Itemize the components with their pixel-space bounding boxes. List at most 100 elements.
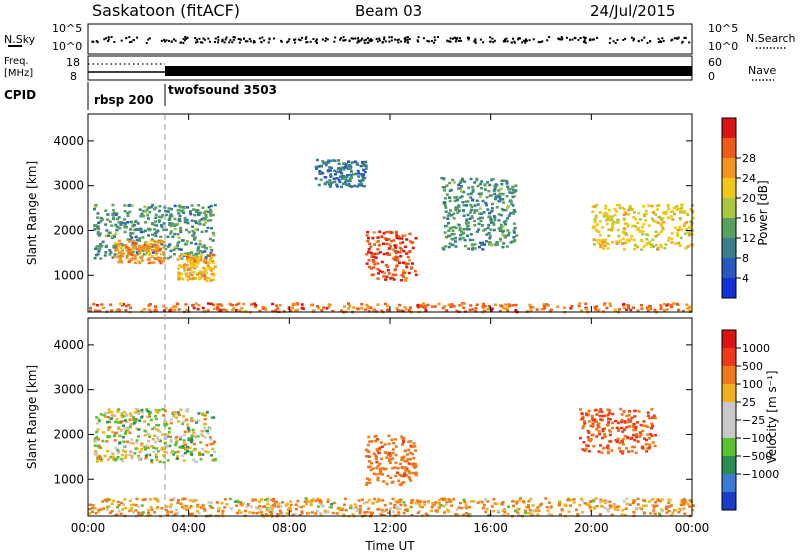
power-cell-1805 — [209, 302, 213, 306]
nsky-point-173 — [136, 36, 139, 39]
power-swatch-7 — [722, 258, 736, 279]
power-cell-296 — [192, 231, 196, 235]
velocity-cell-1325 — [383, 504, 387, 507]
velocity-cell-857 — [524, 505, 528, 509]
velocity-cell-368 — [120, 412, 124, 415]
velocity-cell-1072 — [516, 511, 520, 514]
power-cell-278 — [164, 213, 168, 217]
ytick-label-2: 3000 — [53, 383, 84, 397]
power-cell-1751 — [481, 305, 485, 308]
velocity-cell-1044 — [267, 507, 271, 511]
power-cell-1110 — [447, 245, 451, 249]
power-cell-233 — [98, 232, 102, 235]
power-cell-955 — [403, 234, 407, 237]
power-cell-648 — [205, 279, 209, 283]
power-cell-842 — [394, 273, 398, 277]
velocity-cell-590 — [579, 408, 582, 411]
velocity-cell-1145 — [515, 508, 519, 511]
velocity-heatmap — [88, 407, 695, 518]
power-cell-1098 — [465, 204, 469, 207]
velocity-cell-1270 — [191, 512, 194, 516]
power-cell-1577 — [602, 213, 606, 216]
power-cell-950 — [393, 244, 397, 247]
velocity-cell-738 — [601, 414, 605, 418]
power-cell-1014 — [469, 208, 473, 212]
power-cell-1391 — [659, 216, 663, 220]
power-cell-599 — [180, 272, 184, 276]
power-cell-1564 — [592, 238, 596, 241]
velocity-cell-940 — [243, 509, 247, 513]
nsky-point-50 — [519, 37, 521, 40]
velocity-cell-9 — [181, 422, 185, 426]
power-cell-1583 — [686, 230, 690, 234]
velocity-cell-787 — [358, 511, 362, 515]
power-cell-496 — [147, 249, 151, 252]
velocity-cell-803 — [547, 512, 551, 516]
velocity-cell-1078 — [106, 497, 110, 501]
nsky-point-208 — [182, 38, 185, 40]
power-cell-1253 — [506, 206, 510, 209]
velocity-cell-1294 — [670, 513, 674, 517]
nsky-point-109 — [184, 36, 187, 38]
power-cell-612 — [184, 272, 188, 275]
velocity-cell-212 — [197, 412, 201, 415]
velocity-cell-2 — [129, 414, 133, 417]
power-cell-1916 — [450, 303, 454, 306]
power-cell-1875 — [222, 308, 226, 311]
velocity-cell-1067 — [557, 504, 561, 507]
power-cell-1821 — [356, 307, 360, 310]
power-cell-28 — [108, 220, 112, 223]
power-cell-750 — [348, 177, 352, 180]
velocity-cell-382 — [115, 457, 119, 461]
velocity-cell-489 — [414, 473, 418, 477]
velocity-cell-218 — [93, 444, 97, 447]
power-cell-1584 — [638, 218, 642, 221]
velocity-cell-225 — [103, 454, 107, 458]
power-cell-463 — [162, 246, 166, 249]
power-cell-708 — [345, 183, 349, 187]
nsky-point-138 — [633, 37, 635, 40]
velocity-cell-647 — [611, 426, 614, 430]
power-cell-858 — [406, 262, 410, 265]
nsky-point-240 — [433, 41, 435, 44]
power-cell-859 — [408, 240, 412, 243]
velocity-cell-314 — [182, 442, 186, 445]
nsky-point-116 — [249, 40, 252, 43]
power-cell-1592 — [679, 211, 682, 214]
nsky-point-128 — [637, 40, 640, 43]
velocity-cell-1292 — [439, 504, 443, 507]
power-cell-983 — [448, 242, 452, 245]
velocity-cell-1304 — [652, 504, 656, 508]
nsky-point-18 — [466, 36, 469, 39]
power-cell-18 — [169, 249, 173, 253]
freq-tick-bottom: 8 — [70, 70, 77, 83]
velocity-cell-951 — [128, 509, 132, 513]
velocity-cell-538 — [366, 443, 370, 447]
power-cell-1299 — [492, 223, 496, 226]
velocity-cell-394 — [205, 411, 209, 414]
nsky-point-4 — [677, 36, 680, 39]
power-cell-821 — [357, 172, 361, 175]
velocity-cell-430 — [405, 459, 409, 463]
nsky-point-101 — [165, 39, 168, 42]
nsky-point-246 — [434, 39, 437, 42]
power-cell-1866 — [396, 309, 400, 312]
power-cell-619 — [190, 256, 193, 260]
power-cell-1065 — [471, 238, 475, 242]
power-cell-758 — [326, 169, 330, 172]
power-cell-1817 — [95, 304, 99, 307]
velocity-cell-448 — [400, 474, 404, 477]
nsky-point-271 — [268, 38, 271, 41]
velocity-cell-933 — [379, 513, 383, 516]
nsky-point-276 — [301, 36, 304, 39]
power-cell-1761 — [300, 303, 304, 306]
velocity-cell-1062 — [276, 513, 280, 516]
power-cell-210 — [200, 218, 204, 221]
power-cell-260 — [93, 205, 97, 208]
power-cell-948 — [376, 236, 380, 239]
velocity-cell-893 — [527, 500, 531, 503]
velocity-cell-1021 — [343, 503, 346, 506]
nsky-label: N.Sky — [4, 33, 36, 46]
power-cell-1721 — [636, 309, 640, 312]
power-cell-362 — [101, 240, 105, 244]
